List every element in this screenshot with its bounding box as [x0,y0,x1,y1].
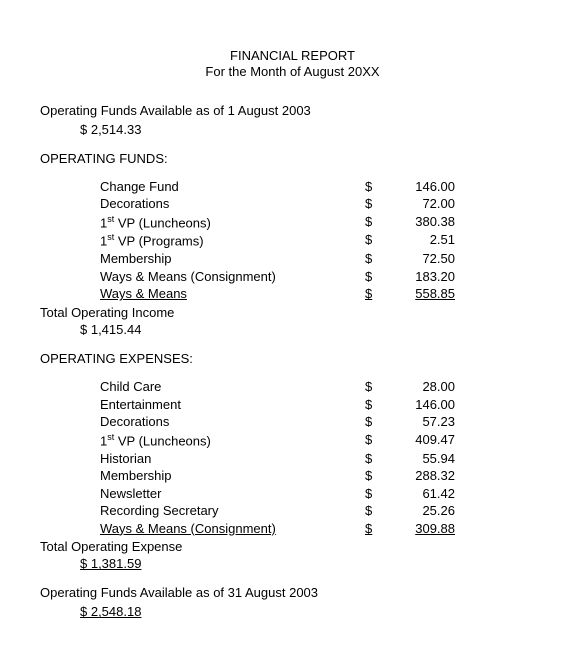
line-item-value: 309.88 [385,520,455,538]
line-item-value: 183.20 [385,268,455,286]
line-item-label: Ways & Means [100,285,365,303]
financial-report-page: FINANCIAL REPORT For the Month of August… [0,0,585,653]
line-item-label: Historian [100,450,365,468]
line-item-value: 409.47 [385,431,455,450]
line-item: Historian$55.94 [100,450,545,468]
opening-amount: $ 2,514.33 [80,122,545,137]
line-item-currency: $ [365,231,385,250]
line-item: Membership$288.32 [100,467,545,485]
title-line-1: FINANCIAL REPORT [40,48,545,64]
line-item-currency: $ [365,195,385,213]
line-item: Newsletter$61.42 [100,485,545,503]
closing-amount: $ 2,548.18 [80,604,545,619]
line-item-label: Decorations [100,413,365,431]
line-item-value: 380.38 [385,213,455,232]
line-item: 1st VP (Luncheons)$380.38 [100,213,545,232]
line-item: Recording Secretary$25.26 [100,502,545,520]
line-item: Ways & Means$558.85 [100,285,545,303]
line-item-value: 72.00 [385,195,455,213]
operating-expense-total-value: $ 1,381.59 [80,556,545,571]
operating-funds-rows: Change Fund$146.00Decorations$72.001st V… [100,178,545,303]
line-item-currency: $ [365,285,385,303]
line-item-currency: $ [365,520,385,538]
line-item: 1st VP (Luncheons)$409.47 [100,431,545,450]
line-item-value: 146.00 [385,178,455,196]
operating-income-total-label: Total Operating Income [40,305,545,320]
opening-label: Operating Funds Available as of 1 August… [40,103,545,118]
line-item-label: Ways & Means (Consignment) [100,268,365,286]
line-item-value: 57.23 [385,413,455,431]
line-item-label: Membership [100,250,365,268]
line-item-currency: $ [365,413,385,431]
line-item-value: 288.32 [385,467,455,485]
line-item-value: 61.42 [385,485,455,503]
line-item-currency: $ [365,450,385,468]
operating-funds-heading: OPERATING FUNDS: [40,151,545,166]
line-item-label: Change Fund [100,178,365,196]
line-item-value: 28.00 [385,378,455,396]
line-item-value: 72.50 [385,250,455,268]
line-item-label: Child Care [100,378,365,396]
line-item-currency: $ [365,502,385,520]
operating-expenses-heading: OPERATING EXPENSES: [40,351,545,366]
line-item-currency: $ [365,485,385,503]
line-item-currency: $ [365,178,385,196]
line-item-value: 55.94 [385,450,455,468]
line-item-label: Membership [100,467,365,485]
line-item-currency: $ [365,378,385,396]
line-item-value: 558.85 [385,285,455,303]
line-item-currency: $ [365,467,385,485]
line-item-value: 25.26 [385,502,455,520]
operating-expense-total-label: Total Operating Expense [40,539,545,554]
line-item-label: Recording Secretary [100,502,365,520]
line-item: Change Fund$146.00 [100,178,545,196]
operating-expenses-rows: Child Care$28.00Entertainment$146.00Deco… [100,378,545,537]
line-item: Entertainment$146.00 [100,396,545,414]
operating-income-total-value: $ 1,415.44 [80,322,545,337]
line-item-value: 146.00 [385,396,455,414]
line-item: Decorations$57.23 [100,413,545,431]
line-item-currency: $ [365,396,385,414]
line-item-currency: $ [365,250,385,268]
line-item: Decorations$72.00 [100,195,545,213]
line-item-label: Newsletter [100,485,365,503]
line-item: Ways & Means (Consignment)$183.20 [100,268,545,286]
line-item: Child Care$28.00 [100,378,545,396]
line-item-label: Ways & Means (Consignment) [100,520,365,538]
line-item-currency: $ [365,213,385,232]
line-item: Ways & Means (Consignment)$309.88 [100,520,545,538]
title-line-2: For the Month of August 20XX [40,64,545,80]
line-item: Membership$72.50 [100,250,545,268]
line-item-label: 1st VP (Luncheons) [100,213,365,232]
line-item-currency: $ [365,431,385,450]
line-item: 1st VP (Programs)$2.51 [100,231,545,250]
closing-label: Operating Funds Available as of 31 Augus… [40,585,545,600]
title-block: FINANCIAL REPORT For the Month of August… [40,48,545,81]
line-item-label: 1st VP (Luncheons) [100,431,365,450]
line-item-label: Entertainment [100,396,365,414]
line-item-label: 1st VP (Programs) [100,231,365,250]
line-item-value: 2.51 [385,231,455,250]
line-item-currency: $ [365,268,385,286]
line-item-label: Decorations [100,195,365,213]
